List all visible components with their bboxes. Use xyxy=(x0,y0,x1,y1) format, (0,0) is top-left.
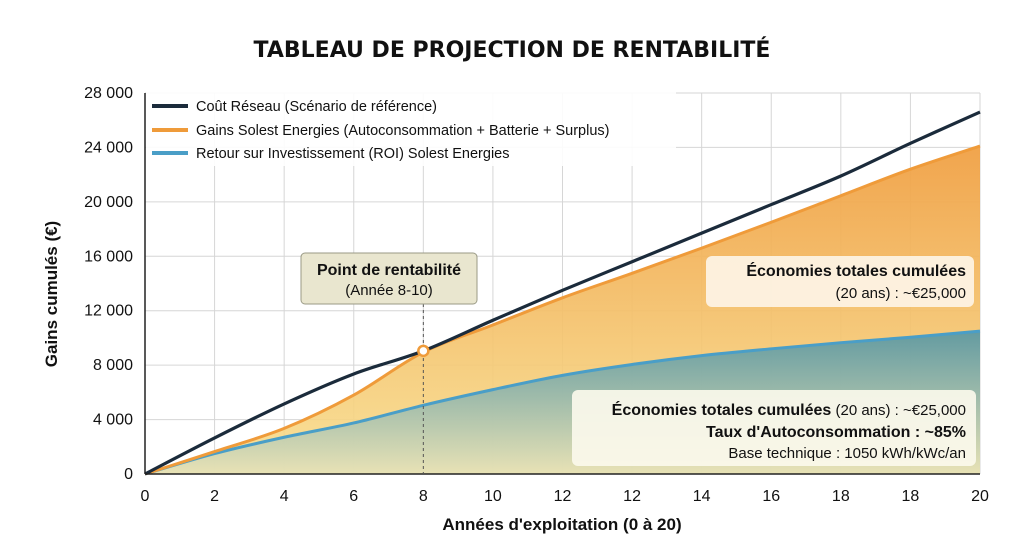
savings-box-top: Économies totales cumulées (20 ans) : ~€… xyxy=(706,256,974,307)
breakeven-title: Point de rentabilité xyxy=(317,262,461,279)
x-tick-label-1: 2 xyxy=(210,488,219,505)
x-tick-label-11: 18 xyxy=(902,488,920,505)
breakeven-annotation: Point de rentabilité (Année 8-10) xyxy=(300,252,478,474)
x-tick-label-8: 14 xyxy=(693,488,711,505)
x-axis-label: Années d'exploitation (0 à 20) xyxy=(442,515,681,534)
x-tick-label-6: 12 xyxy=(554,488,572,505)
y-tick-label-7: 28 000 xyxy=(84,85,133,102)
legend-label-solest-gains: Gains Solest Energies (Autoconsommation … xyxy=(196,123,609,139)
line-roi xyxy=(144,329,981,476)
y-tick-label-3: 12 000 xyxy=(84,303,133,320)
y-axis-label: Gains cumulés (€) xyxy=(42,221,61,367)
y-tick-label-1: 4 000 xyxy=(93,412,133,429)
axes xyxy=(144,93,980,475)
x-tick-label-0: 0 xyxy=(141,488,150,505)
y-tick-label-6: 24 000 xyxy=(84,139,133,156)
chart-title: TABLEAU DE PROJECTION DE RENTABILITÉ xyxy=(254,37,771,63)
savings-box-top-line1: Économies totales cumulées xyxy=(746,261,966,280)
savings-box-bottom-line1: Économies totales cumulées (20 ans) : ~€… xyxy=(612,400,966,419)
y-tick-label-4: 16 000 xyxy=(84,248,133,265)
y-tick-labels: 0 4 000 8 000 12 000 16 000 20 000 24 000 28 00… xyxy=(84,85,133,483)
breakeven-subtitle: (Année 8-10) xyxy=(345,282,433,299)
savings-box-bottom-line1-rest: (20 ans) : ~€25,000 xyxy=(831,402,966,419)
x-tick-label-9: 16 xyxy=(762,488,780,505)
savings-box-top-line2: (20 ans) : ~€25,000 xyxy=(835,285,966,302)
x-tick-label-5: 10 xyxy=(484,488,502,505)
legend: Coût Réseau (Scénario de référence) Gain… xyxy=(146,92,676,166)
x-tick-label-3: 6 xyxy=(349,488,358,505)
legend-label-grid-cost: Coût Réseau (Scénario de référence) xyxy=(196,99,437,115)
savings-box-bottom: Économies totales cumulées (20 ans) : ~€… xyxy=(572,390,976,466)
breakeven-callout-box xyxy=(300,252,478,305)
breakeven-marker xyxy=(417,344,430,358)
line-grid-cost xyxy=(144,110,981,476)
savings-box-bottom-line3: Base technique : 1050 kWh/kWc/an xyxy=(728,445,966,462)
x-tick-label-4: 8 xyxy=(419,488,428,505)
x-tick-label-2: 4 xyxy=(280,488,289,505)
y-tick-label-5: 20 000 xyxy=(84,194,133,211)
x-tick-label-7: 12 xyxy=(623,488,641,505)
x-tick-labels: 0 2 4 6 8 10 12 12 14 16 18 18 20 xyxy=(141,488,989,505)
y-tick-label-0: 0 xyxy=(124,466,133,483)
series-lines xyxy=(144,110,981,476)
legend-label-roi: Retour sur Investissement (ROI) Solest E… xyxy=(196,146,509,162)
line-solest-gains xyxy=(144,144,981,476)
savings-box-bottom-line2: Taux d'Autoconsommation : ~85% xyxy=(706,424,966,441)
x-tick-label-10: 18 xyxy=(832,488,850,505)
y-tick-label-2: 8 000 xyxy=(93,357,133,374)
savings-box-bottom-line1-bold: Économies totales cumulées xyxy=(612,400,832,419)
x-tick-label-12: 20 xyxy=(971,488,989,505)
